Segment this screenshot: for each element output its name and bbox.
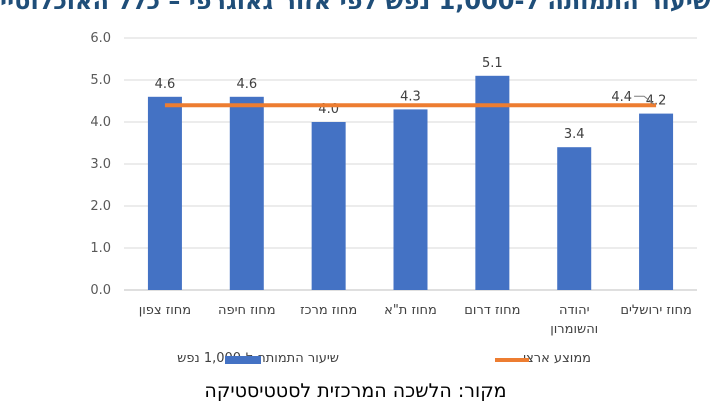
bar [639,113,674,290]
y-tick-label: 5.0 [90,73,111,88]
data-label: 3.4 [564,127,585,142]
y-tick-label: 0.0 [90,283,111,298]
data-label: 4.6 [236,77,257,92]
bar [557,147,592,290]
x-category-label: מחוז ת"א [384,303,437,318]
source-note: מקור: הלשכה המרכזית לסטטיסטיקה [204,380,507,402]
x-category-label: מחוז דרום [464,303,520,318]
legend-swatch-bars [225,356,261,364]
line-value-label: 4.4 [611,90,632,105]
bar [393,109,428,291]
bar [311,122,346,290]
line-label-leader [634,95,655,105]
legend-label-line: ממוצע ארצי [523,351,591,366]
bar [147,96,182,290]
legend-swatch-line [495,358,529,362]
y-tick-label: 1.0 [90,241,111,256]
x-category-label: מחוז צפון [139,303,191,318]
x-category-label: יהודה והשומרון [550,303,598,337]
data-label: 5.1 [482,56,503,71]
data-label: 4.6 [155,77,176,92]
x-category-label: מחוז מרכז [300,303,357,318]
y-tick-label: 2.0 [90,199,111,214]
x-category-label: מחוז חיפה [218,303,276,318]
chart-legend: ממוצע ארצי שיעור התמותה ל-1,000 נפש [0,351,711,371]
y-tick-label: 3.0 [90,157,111,172]
chart-plot: 0.01.02.03.04.05.06.04.6 4.64.04.35.13.44… [90,31,697,337]
data-label: 4.3 [400,89,421,104]
bar [229,96,264,290]
x-category-label: מחוז ירושלים [620,303,691,318]
y-tick-label: 4.0 [90,115,111,130]
y-tick-label: 6.0 [90,31,111,46]
chart-title: שיעור התמותה ל-1,000 נפש לפי אזור גאוגרפ… [0,0,711,15]
bar [475,75,510,290]
